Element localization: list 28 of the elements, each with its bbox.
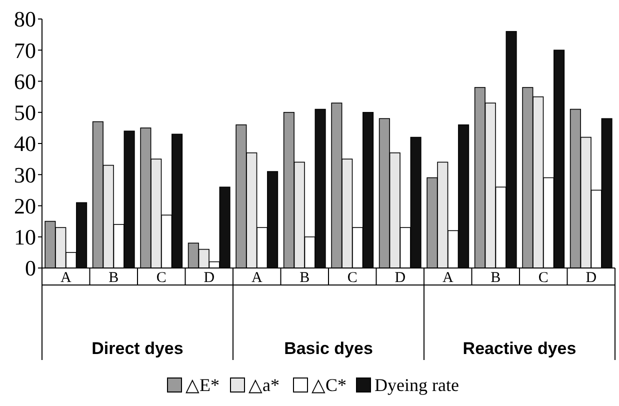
x-tick-label: B	[490, 270, 501, 286]
y-tick-label: 50	[14, 100, 36, 126]
y-tick-label: 20	[14, 193, 36, 218]
legend-label: △C*	[312, 375, 347, 395]
x-tick-label: D	[394, 270, 406, 286]
x-tick-label: D	[586, 270, 597, 286]
x-tick-label: D	[204, 270, 215, 286]
y-tick-label: 40	[14, 131, 36, 156]
x-tick-label: B	[108, 270, 119, 286]
x-tick-label: C	[538, 270, 548, 286]
y-tick-label: 60	[14, 68, 36, 94]
text: Direct dyes	[92, 339, 184, 358]
x-tick-label: A	[60, 270, 72, 286]
x-tick-label: B	[300, 270, 310, 286]
x-tick-label: C	[347, 270, 358, 286]
text: Reactive dyes	[462, 339, 576, 358]
y-tick-label: 10	[14, 224, 36, 250]
legend-label: △E*	[186, 375, 220, 395]
x-tick-label: A	[442, 270, 454, 286]
legend-label: △a*	[248, 375, 280, 395]
text: Basic dyes	[284, 339, 373, 358]
y-tick-label: 70	[14, 38, 36, 63]
x-tick-label: C	[156, 270, 166, 286]
y-tick-label: 0	[25, 256, 36, 281]
legend-label: Dyeing rate	[374, 375, 459, 395]
y-tick-label: 30	[14, 162, 36, 188]
y-tick-label: 80	[14, 6, 36, 32]
x-tick-label: A	[251, 270, 262, 286]
